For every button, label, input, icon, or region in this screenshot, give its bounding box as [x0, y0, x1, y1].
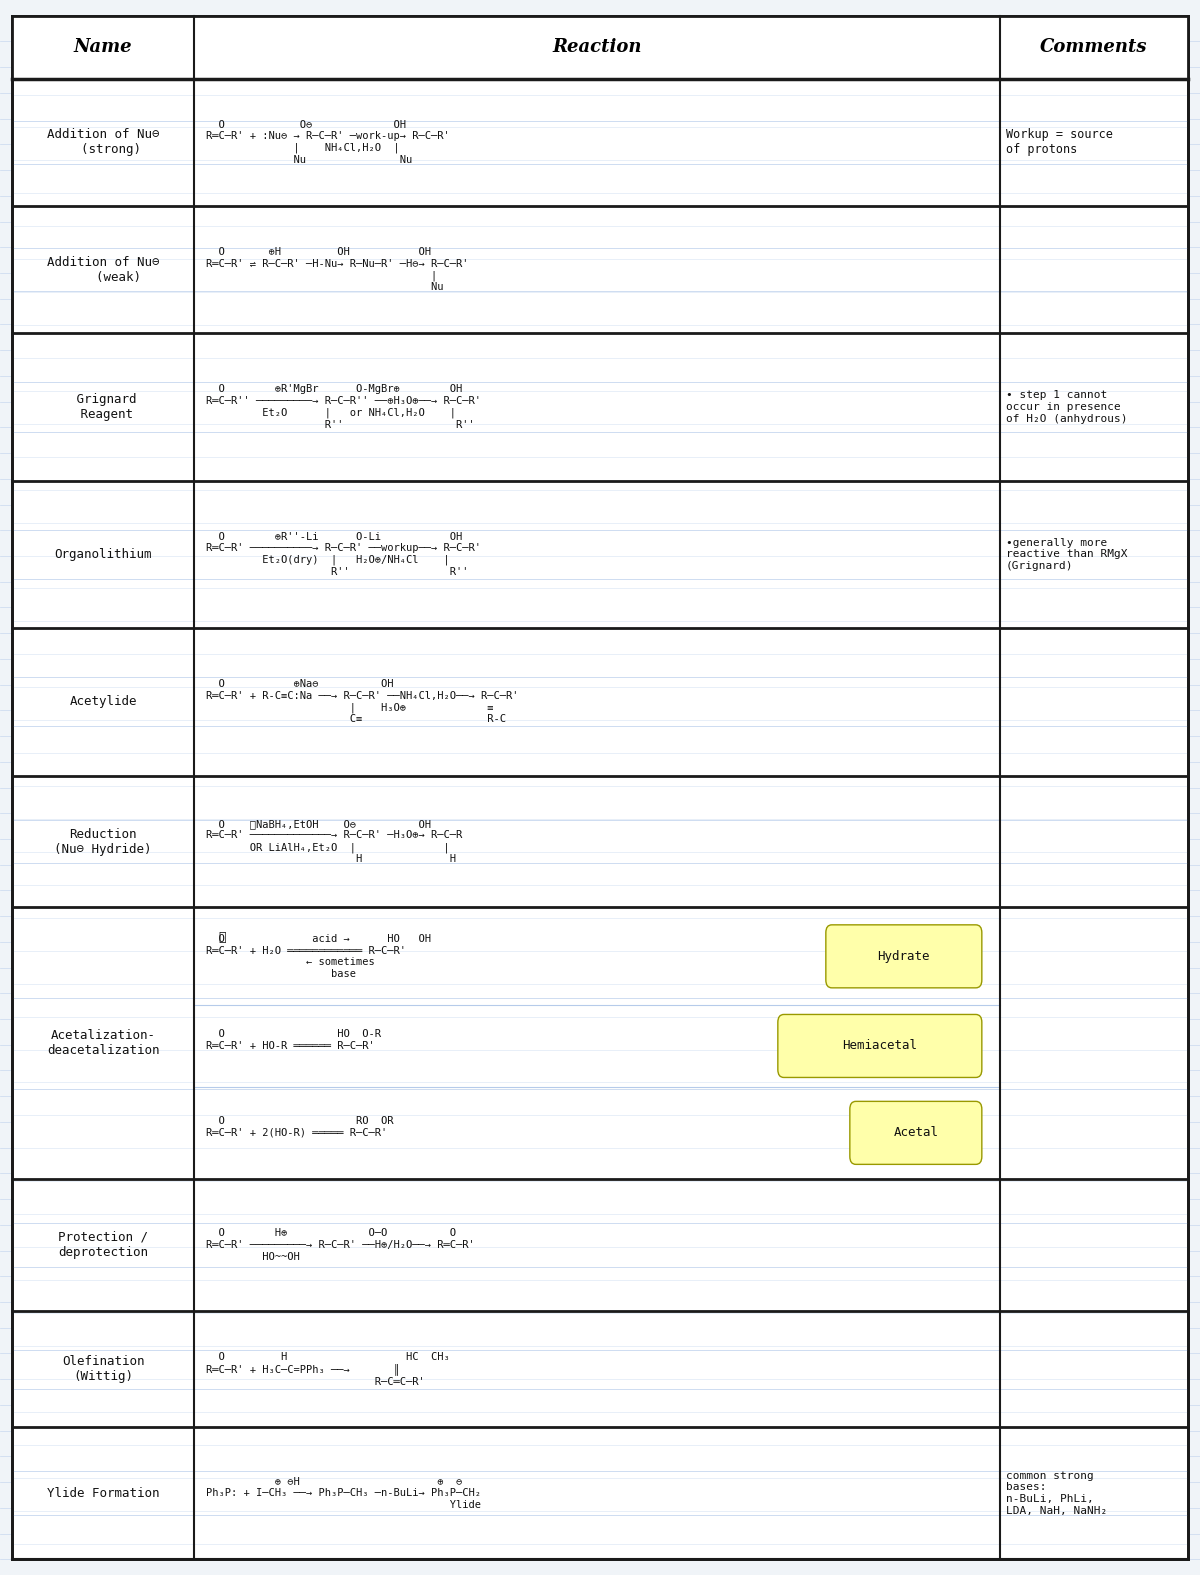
Text: • step 1 cannot
occur in presence
of H₂O (anhydrous): • step 1 cannot occur in presence of H₂O… — [1006, 391, 1127, 424]
Text: Organolithium: Organolithium — [54, 548, 152, 561]
FancyBboxPatch shape — [778, 1014, 982, 1077]
Text: common strong
bases:
n-BuLi, PhLi,
LDA, NaH, NaNH₂: common strong bases: n-BuLi, PhLi, LDA, … — [1006, 1471, 1108, 1515]
Text: O       ⊕H         OH           OH
R═C─R' ⇌ R─C─R' ─H-Nu→ R─Nu─R' ─H⊖→ R─C─R'
  : O ⊕H OH OH R═C─R' ⇌ R─C─R' ─H-Nu→ R─Nu─R… — [206, 247, 469, 293]
Text: Acetylide: Acetylide — [70, 695, 137, 709]
Text: O           ⊕Na⊖          OH
R═C─R' + R-C≡C:Na ──→ R─C─R' ──NH₄Cl,H₂O──→ R─C─R'
: O ⊕Na⊖ OH R═C─R' + R-C≡C:Na ──→ R─C─R' ─… — [206, 679, 518, 725]
Text: O        H⊕             O─O          O
R═C─R' ─────────→ R─C─R' ──H⊕/H₂O──→ R═C─: O H⊕ O─O O R═C─R' ─────────→ R─C─R' ──H⊕… — [206, 1228, 475, 1262]
Text: Protection /
deprotection: Protection / deprotection — [58, 1232, 148, 1258]
Text: O    ①NaBH₄,EtOH    O⊖          OH
R═C─R' ─────────────→ R─C─R' ─H₃O⊕→ R─C─R
   : O ①NaBH₄,EtOH O⊖ OH R═C─R' ─────────────… — [206, 819, 462, 865]
Text: Addition of Nu⊖
  (strong): Addition of Nu⊖ (strong) — [47, 129, 160, 156]
Text: Addition of Nu⊖
    (weak): Addition of Nu⊖ (weak) — [47, 255, 160, 284]
Text: Ylide Formation: Ylide Formation — [47, 1487, 160, 1499]
Text: O                  HO  O-R
R═C─R' + HO-R ══════ R─C─R': O HO O-R R═C─R' + HO-R ══════ R─C─R' — [206, 1030, 382, 1063]
Text: Grignard
 Reagent: Grignard Reagent — [70, 394, 137, 421]
Text: Hydrate: Hydrate — [877, 950, 930, 962]
FancyBboxPatch shape — [12, 16, 1188, 1559]
Text: Reduction
(Nu⊖ Hydride): Reduction (Nu⊖ Hydride) — [54, 827, 152, 855]
Text: ①: ① — [218, 931, 226, 943]
Text: Workup = source
of protons: Workup = source of protons — [1006, 129, 1112, 156]
Text: Comments: Comments — [1040, 38, 1147, 57]
Text: Acetal: Acetal — [893, 1126, 938, 1139]
Text: ⊕ ⊖H                      ⊕  ⊖
Ph₃P: + I─CH₃ ──→ Ph₃P─CH₃ ─n-BuLi→ Ph₃P─CH₂
    : ⊕ ⊖H ⊕ ⊖ Ph₃P: + I─CH₃ ──→ Ph₃P─CH₃ ─n-B… — [206, 1477, 481, 1510]
Text: O        ⊕R''-Li      O-Li           OH
R═C─R' ──────────→ R─C─R' ──workup──→ R─: O ⊕R''-Li O-Li OH R═C─R' ──────────→ R─C… — [206, 532, 481, 576]
Text: Hemiacetal: Hemiacetal — [842, 1040, 917, 1052]
Text: O              acid →      HO   OH
R═C─R' + H₂O ════════════ R─C─R'
            : O acid → HO OH R═C─R' + H₂O ════════════… — [206, 934, 431, 978]
Text: O            O⊖             OH
R═C─R' + :Nu⊖ → R─C─R' ─work-up→ R─C─R'
         : O O⊖ OH R═C─R' + :Nu⊖ → R─C─R' ─work-up→… — [206, 120, 450, 165]
Text: O                     RO  OR
R═C─R' + 2(HO-R) ═════ R─C─R': O RO OR R═C─R' + 2(HO-R) ═════ R─C─R' — [206, 1117, 394, 1150]
FancyBboxPatch shape — [850, 1101, 982, 1164]
Text: •generally more
reactive than RMgX
(Grignard): •generally more reactive than RMgX (Grig… — [1006, 537, 1127, 572]
Text: Acetalization-
deacetalization: Acetalization- deacetalization — [47, 1028, 160, 1057]
FancyBboxPatch shape — [826, 925, 982, 988]
Text: O        ⊕R'MgBr      O-MgBr⊕        OH
R═C─R'' ─────────→ R─C─R'' ──⊕H₃O⊕──→ R─: O ⊕R'MgBr O-MgBr⊕ OH R═C─R'' ─────────→ … — [206, 384, 481, 430]
Text: Olefination
(Wittig): Olefination (Wittig) — [62, 1354, 144, 1383]
Text: Name: Name — [74, 38, 132, 57]
Text: Reaction: Reaction — [552, 38, 642, 57]
Text: O         H                   HC  CH₃
R═C─R' + H₃C─C=PPh₃ ──→       ║
          : O H HC CH₃ R═C─R' + H₃C─C=PPh₃ ──→ ║ — [206, 1351, 450, 1386]
FancyBboxPatch shape — [12, 16, 1188, 79]
